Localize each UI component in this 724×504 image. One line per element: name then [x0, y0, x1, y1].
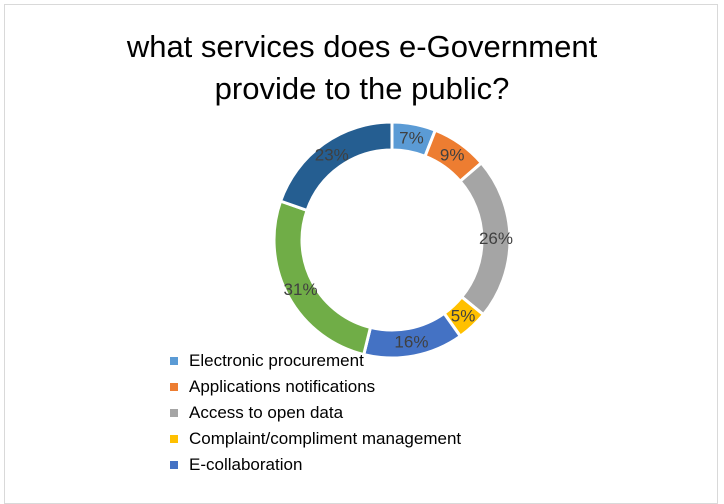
chart-title: what services does e-Government provide …	[0, 26, 724, 110]
data-label-7: 23%	[315, 146, 349, 165]
legend-swatch	[170, 409, 178, 417]
legend-item-2: Applications notifications	[170, 374, 461, 400]
legend-swatch	[170, 435, 178, 443]
legend-swatch	[170, 357, 178, 365]
legend-label: Electronic procurement	[189, 351, 364, 370]
data-label-6: 31%	[284, 280, 318, 299]
data-label-5: 16%	[394, 333, 428, 352]
legend-label: Access to open data	[189, 403, 344, 422]
legend-label: E-collaboration	[189, 455, 303, 474]
legend-item-5: E-collaboration	[170, 452, 461, 478]
legend-item-3: Access to open data	[170, 400, 461, 426]
legend-item-4: Complaint/compliment management	[170, 426, 461, 452]
chart-title-line-2: provide to the public?	[214, 71, 510, 106]
legend-label: Complaint/compliment management	[189, 429, 462, 448]
legend-label: Applications notifications	[189, 377, 376, 396]
data-label-3: 26%	[479, 229, 513, 248]
legend-item-1: Electronic procurement	[170, 348, 461, 374]
data-label-1: 7%	[399, 128, 424, 147]
doughnut-slice-6	[272, 199, 373, 357]
legend-swatch	[170, 383, 178, 391]
data-label-4: 5%	[451, 306, 476, 325]
chart-area	[4, 4, 718, 504]
chart-legend: Electronic procurement Applications notif…	[170, 348, 461, 478]
data-label-2: 9%	[440, 146, 465, 165]
doughnut-slice-7	[278, 120, 394, 213]
chart-title-line-1: what services does e-Government	[126, 29, 598, 64]
legend-swatch	[170, 461, 178, 469]
